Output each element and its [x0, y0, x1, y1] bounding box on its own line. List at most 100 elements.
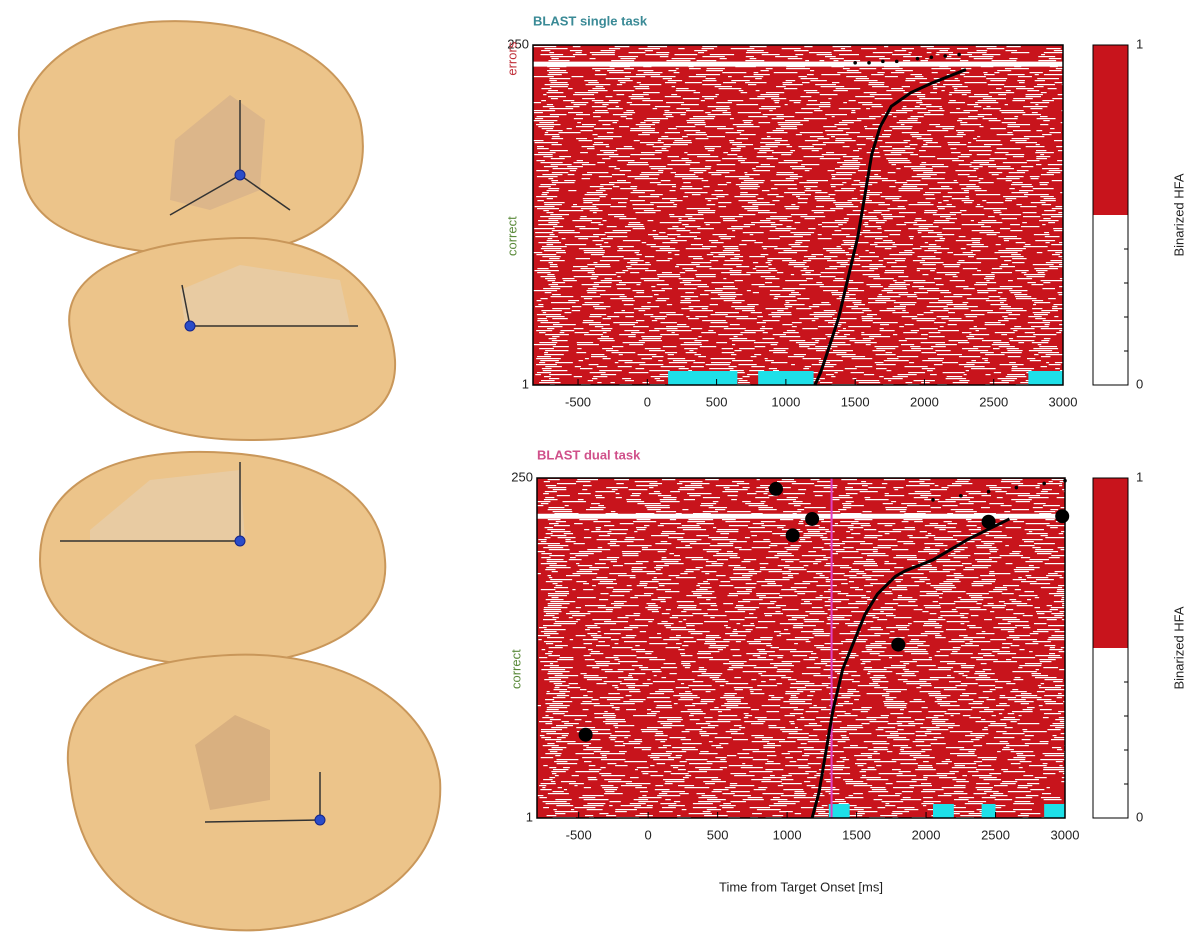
raster-gap [700, 751, 709, 753]
raster-gap [1049, 70, 1062, 72]
raster-gap [549, 264, 558, 266]
raster-gap [944, 136, 963, 138]
raster-gap [571, 76, 584, 78]
raster-gap [899, 120, 918, 122]
raster-gap [602, 348, 614, 350]
brain-axes [60, 100, 358, 823]
raster-gap [833, 729, 857, 731]
raster-gap [975, 206, 984, 208]
raster-gap [581, 284, 599, 286]
raster-gap [947, 485, 962, 487]
raster-gap [688, 306, 709, 308]
raster-gap [977, 290, 997, 292]
raster-gap [680, 114, 686, 116]
raster-gap [680, 104, 699, 106]
raster-gap [1056, 697, 1062, 699]
raster-gap [695, 723, 711, 725]
raster-gap [790, 697, 799, 699]
raster-gap [697, 156, 719, 158]
raster-gap [578, 493, 591, 495]
raster-gap [907, 118, 918, 120]
raster-gap [551, 230, 575, 232]
raster-gap [813, 705, 817, 707]
raster-gap [839, 54, 860, 56]
raster-gap [861, 485, 868, 487]
raster-gap [591, 503, 600, 505]
raster-gap [736, 483, 750, 485]
raster-gap [1044, 701, 1057, 703]
raster-gap [646, 144, 654, 146]
raster-gap [701, 795, 716, 797]
raster-gap [900, 799, 922, 801]
raster-gap [795, 54, 804, 56]
raster-gap [657, 276, 681, 278]
raster-gap [682, 280, 702, 282]
raster-gap [648, 637, 662, 639]
raster-gap [887, 737, 907, 739]
raster-gap [646, 573, 663, 575]
axis-line [239, 174, 291, 211]
raster-gap [730, 649, 740, 651]
raster-gap [693, 172, 704, 174]
raster-gap [857, 811, 878, 813]
raster-gap [781, 589, 797, 591]
raster-gap [734, 350, 742, 352]
raster-gap [975, 330, 979, 332]
raster-gap [690, 244, 703, 246]
raster-gap [1036, 118, 1056, 120]
raster-gap [939, 529, 946, 531]
raster-gap [751, 547, 771, 549]
raster-gap [831, 499, 840, 501]
raster-gap [873, 799, 883, 801]
raster-gap [798, 146, 814, 148]
raster-gap [831, 174, 853, 176]
raster-gap [675, 266, 679, 268]
raster-gap [955, 481, 969, 483]
raster-gap [947, 531, 962, 533]
raster-gap [693, 92, 701, 94]
raster-gap [544, 629, 566, 631]
raster-gap [1045, 703, 1064, 705]
raster-gap [574, 92, 599, 94]
raster-gap [752, 751, 776, 753]
raster-gap [922, 789, 944, 791]
raster-gap [816, 585, 837, 587]
raster-gap [1045, 262, 1063, 264]
raster-gap [828, 194, 836, 196]
raster-gap [579, 569, 600, 571]
raster-gap [572, 54, 587, 56]
raster-gap [1051, 635, 1065, 637]
raster-gap [537, 795, 544, 797]
raster-gap [832, 767, 850, 769]
raster-gap [547, 529, 566, 531]
raster-gap [853, 793, 863, 795]
raster-gap [717, 294, 743, 296]
raster-gap [1030, 108, 1043, 110]
raster-gap [916, 511, 931, 513]
raster-gap [968, 501, 987, 503]
raster-gap [709, 304, 718, 306]
raster-gap [679, 481, 703, 483]
raster-gap [770, 344, 778, 346]
raster-gap [1022, 627, 1031, 629]
raster-gap [1013, 757, 1026, 759]
raster-gap [777, 310, 784, 312]
raster-gap [1053, 228, 1063, 230]
raster-gap [1000, 783, 1016, 785]
raster-gap [797, 739, 820, 741]
raster-gap [642, 795, 647, 797]
raster-gap [860, 186, 866, 188]
raster-gap [586, 747, 603, 749]
raster-gap [584, 605, 606, 607]
raster-gap [603, 152, 615, 154]
raster-gap [877, 545, 898, 547]
raster-gap [556, 805, 574, 807]
raster-gap [1017, 495, 1041, 497]
raster-gap [841, 188, 856, 190]
raster-gap [683, 499, 696, 501]
raster-gap [1019, 190, 1034, 192]
raster-gap [653, 577, 657, 579]
raster-gap [980, 663, 987, 665]
raster-gap [950, 553, 956, 555]
raster-gap [863, 196, 870, 198]
